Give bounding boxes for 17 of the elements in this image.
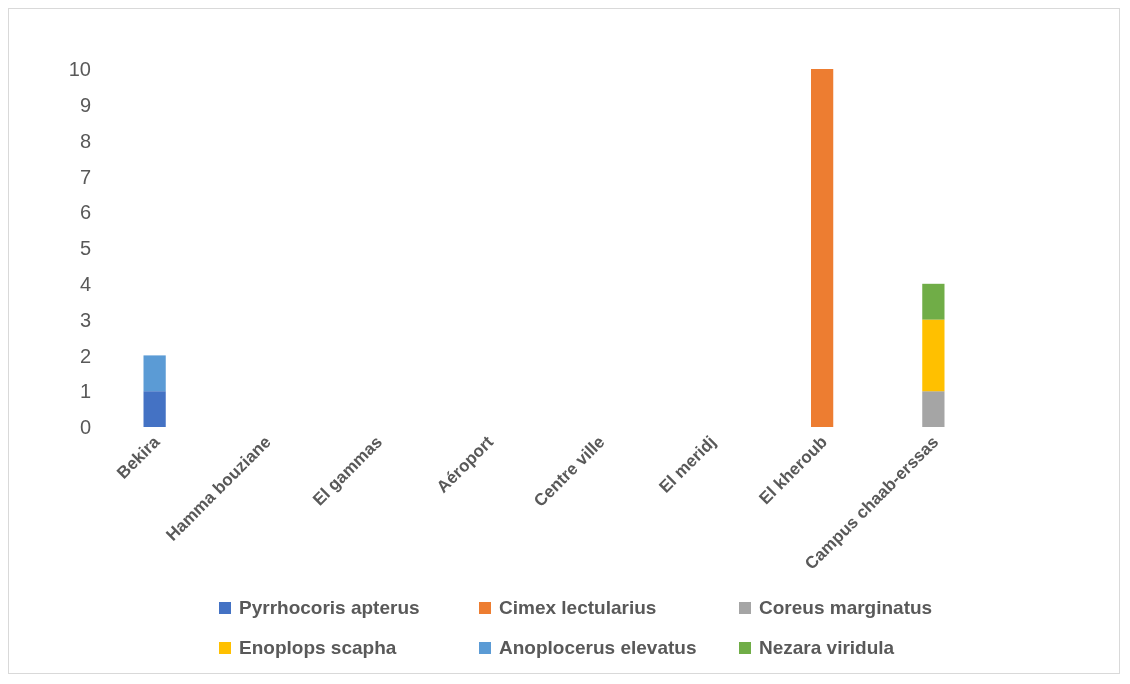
legend-label: Cimex lectularius xyxy=(499,597,657,619)
y-tick-label: 1 xyxy=(79,380,91,403)
y-tick-label: 3 xyxy=(79,308,91,331)
legend-label: Nezara viridula xyxy=(759,637,895,659)
y-tick-label: 9 xyxy=(79,93,91,116)
y-tick-label: 2 xyxy=(79,344,91,367)
y-tick-label: 10 xyxy=(68,58,91,81)
y-tick-label: 4 xyxy=(79,272,91,295)
legend-label: Pyrrhocoris apterus xyxy=(239,597,420,619)
y-tick-label: 7 xyxy=(79,165,91,188)
y-tick-label: 8 xyxy=(79,129,91,152)
y-tick-label: 0 xyxy=(79,416,91,439)
y-tick-label: 6 xyxy=(79,201,91,224)
legend-label: Enoplops scapha xyxy=(239,637,397,659)
y-tick-label: 5 xyxy=(79,237,91,260)
legend-label: Anoplocerus elevatus xyxy=(499,637,697,659)
legend-label: Coreus marginatus xyxy=(759,597,933,619)
